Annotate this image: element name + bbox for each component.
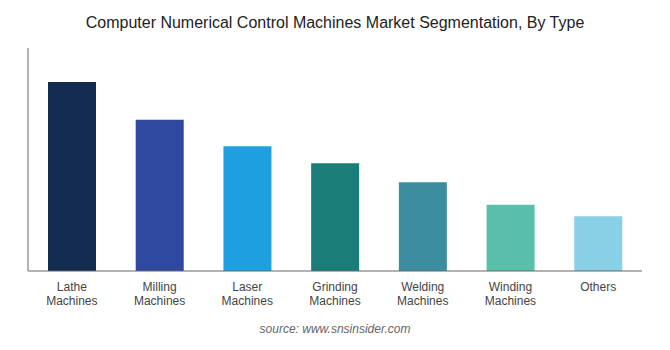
svg-text:GrindingMachines: GrindingMachines	[309, 280, 360, 308]
svg-text:MillingMachines: MillingMachines	[134, 280, 185, 308]
svg-text:WindingMachines: WindingMachines	[485, 280, 536, 308]
svg-text:LaserMachines: LaserMachines	[222, 280, 273, 308]
svg-text:Others: Others	[580, 280, 616, 294]
html-text:source: www.snsinsider.com: source: www.snsinsider.com	[259, 322, 411, 336]
svg-text:WeldingMachines: WeldingMachines	[397, 280, 448, 308]
svg-text:LatheMachines: LatheMachines	[46, 280, 97, 308]
html-text:Computer Numerical Control Mac: Computer Numerical Control Machines Mark…	[85, 14, 585, 31]
